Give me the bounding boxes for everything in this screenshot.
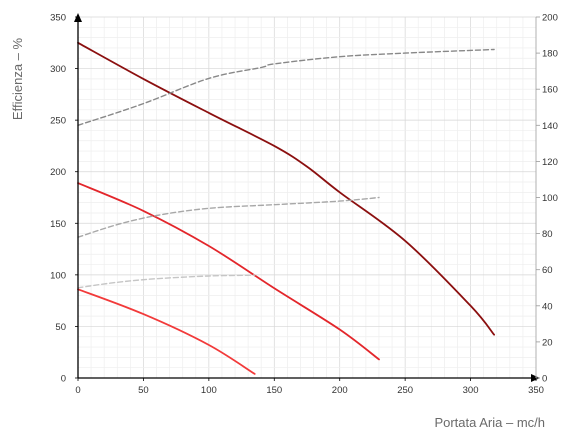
y-tick-label: 250 bbox=[50, 116, 66, 127]
x-axis-title: Portata Aria – mc/h bbox=[434, 415, 545, 430]
y-axis-title: Efficienza – % bbox=[10, 37, 25, 120]
series-line-5 bbox=[77, 196, 380, 238]
series-line-4 bbox=[77, 48, 495, 126]
y-tick-label: 200 bbox=[50, 167, 66, 178]
y2-tick-label: 0 bbox=[542, 374, 547, 385]
x-tick-label: 350 bbox=[528, 385, 544, 396]
x-tick-label: 250 bbox=[397, 385, 413, 396]
y-tick-label: 350 bbox=[50, 13, 66, 24]
x-tick-label: 200 bbox=[332, 385, 348, 396]
y2-tick-label: 140 bbox=[542, 121, 558, 132]
series-line-1 bbox=[77, 41, 495, 336]
y2-tick-label: 180 bbox=[542, 49, 558, 60]
y2-tick-label: 20 bbox=[542, 337, 553, 348]
series-line-2 bbox=[77, 182, 380, 361]
y-tick-label: 50 bbox=[55, 322, 66, 333]
y-tick-label: 300 bbox=[50, 64, 66, 75]
series-line-6 bbox=[77, 274, 256, 289]
x-tick-label: 0 bbox=[75, 385, 80, 396]
y2-tick-label: 40 bbox=[542, 301, 553, 312]
y-tick-label: 0 bbox=[61, 374, 66, 385]
y2-tick-label: 100 bbox=[542, 193, 558, 204]
y2-tick-label: 60 bbox=[542, 265, 553, 276]
x-tick-label: 50 bbox=[138, 385, 149, 396]
y-tick-label: 100 bbox=[50, 270, 66, 281]
x-tick-label: 150 bbox=[266, 385, 282, 396]
y2-tick-label: 120 bbox=[542, 157, 558, 168]
y-tick-label: 150 bbox=[50, 219, 66, 230]
y2-tick-label: 80 bbox=[542, 229, 553, 240]
y2-tick-label: 200 bbox=[542, 13, 558, 24]
y-axis-arrow bbox=[74, 13, 82, 22]
tick-labels: 0 50 100 150 200 250 300 3500501001502002503003… bbox=[50, 13, 558, 397]
series-line-3 bbox=[77, 288, 256, 375]
series-curves bbox=[77, 41, 495, 375]
grid bbox=[77, 16, 537, 379]
x-tick-label: 300 bbox=[463, 385, 479, 396]
x-tick-label: 100 bbox=[201, 385, 217, 396]
y2-tick-label: 160 bbox=[542, 85, 558, 96]
